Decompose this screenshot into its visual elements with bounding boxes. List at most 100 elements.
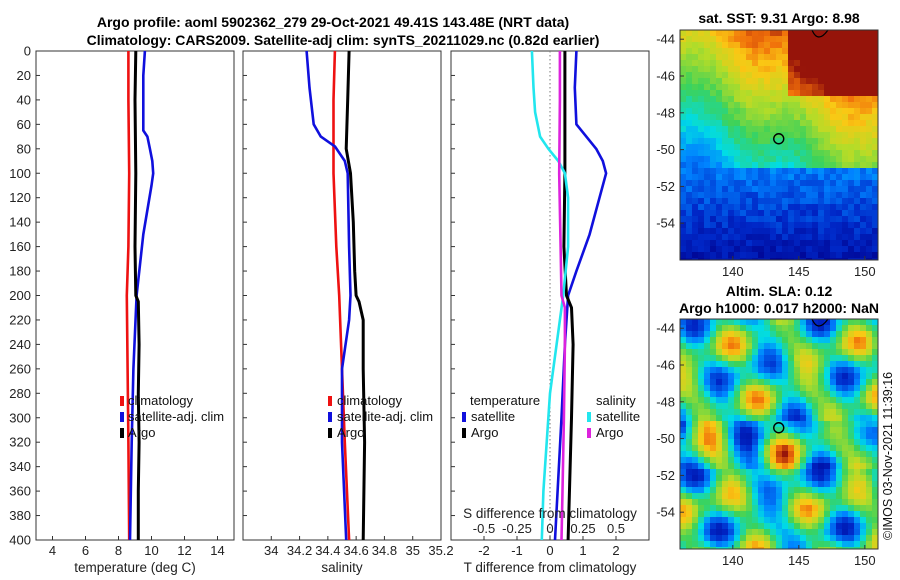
map-cell (854, 391, 861, 398)
map-cell (764, 535, 771, 542)
map-cell (836, 228, 843, 235)
map-cell (854, 60, 861, 67)
map-cell (698, 499, 705, 506)
map-cell (710, 258, 717, 260)
map-cell (722, 523, 729, 530)
map-cell (854, 162, 861, 169)
map-cell (770, 240, 777, 247)
map-cell (794, 505, 801, 512)
map-cell (680, 349, 687, 356)
map-cell (722, 30, 729, 37)
map-cell (752, 319, 759, 326)
map-cell (782, 349, 789, 356)
map-cell (788, 403, 795, 410)
map-cell (854, 427, 861, 434)
map-cell (788, 355, 795, 362)
map-cell (752, 72, 759, 79)
map-cell (854, 204, 861, 211)
map-cell (866, 403, 873, 410)
map-cell (686, 481, 693, 488)
map-cell (812, 415, 819, 422)
map-cell (704, 337, 711, 344)
map-cell (776, 487, 783, 494)
map-cell (716, 451, 723, 458)
map-cell (836, 54, 843, 61)
map-cell (830, 433, 837, 440)
map-cell (836, 132, 843, 139)
map-cell (698, 60, 705, 67)
map-cell (776, 499, 783, 506)
map-cell (686, 234, 693, 241)
map-cell (872, 78, 878, 85)
map-cell (848, 228, 855, 235)
map-cell (716, 84, 723, 91)
top-x-tick-label: 0 (546, 521, 553, 536)
map-cell (812, 463, 819, 470)
map-cell (758, 427, 765, 434)
map-cell (836, 78, 843, 85)
map-cell (770, 144, 777, 151)
map-cell (794, 493, 801, 500)
map-cell (872, 54, 878, 61)
map-cell (746, 325, 753, 332)
map-cell (710, 174, 717, 181)
map-cell (812, 319, 819, 326)
map-cell (800, 535, 807, 542)
map-cell (794, 174, 801, 181)
map-cell (734, 228, 741, 235)
map-cell (722, 499, 729, 506)
map-cell (770, 72, 777, 79)
map-cell (770, 90, 777, 97)
map-cell (812, 337, 819, 344)
map-cell (866, 258, 873, 260)
map-cell (788, 541, 795, 548)
map-cell (698, 481, 705, 488)
map-cell (722, 54, 729, 61)
map-cell (818, 144, 825, 151)
map-cell (854, 445, 861, 452)
map-cell (722, 144, 729, 151)
map-cell (848, 487, 855, 494)
map-cell (722, 349, 729, 356)
map-cell (824, 174, 831, 181)
map-cell (866, 493, 873, 500)
map-cell (854, 228, 861, 235)
map-cell (818, 162, 825, 169)
map-cell (848, 156, 855, 163)
map-cell (722, 126, 729, 133)
map-cell (758, 547, 765, 549)
map-cell (824, 210, 831, 217)
map-cell (740, 415, 747, 422)
map-cell (680, 469, 687, 476)
map-cell (734, 180, 741, 187)
map-cell (752, 337, 759, 344)
map-cell (722, 409, 729, 416)
map-cell (812, 222, 819, 229)
map-cell (806, 66, 813, 73)
map-cell (758, 397, 765, 404)
map-cell (734, 168, 741, 175)
map-cell (716, 529, 723, 536)
map-cell (746, 397, 753, 404)
map-cell (812, 138, 819, 145)
map-cell (782, 505, 789, 512)
map-cell (824, 114, 831, 121)
map-cell (794, 192, 801, 199)
map-cell (848, 30, 855, 37)
map-cell (824, 481, 831, 488)
map-cell (680, 547, 687, 549)
map-cell (680, 475, 687, 482)
map-cell (764, 391, 771, 398)
map-cell (860, 337, 867, 344)
map-cell (860, 367, 867, 374)
map-cell (728, 168, 735, 175)
map-cell (716, 222, 723, 229)
map-cell (770, 96, 777, 103)
map-cell (866, 198, 873, 205)
map-cell (848, 192, 855, 199)
map-cell (860, 102, 867, 109)
map-cell (848, 252, 855, 259)
map-cell (866, 343, 873, 350)
depth-tick-label: 20 (17, 68, 31, 83)
map-cell (758, 385, 765, 392)
